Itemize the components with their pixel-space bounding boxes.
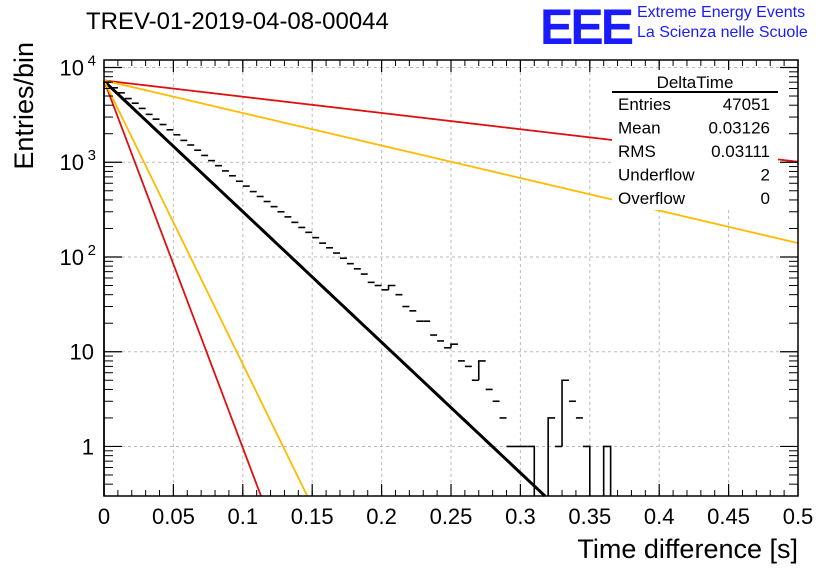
envelope-curve: [103, 80, 262, 497]
y-tick-label: 10: [70, 340, 94, 365]
stats-title: DeltaTime: [657, 73, 734, 92]
histogram-bin: [387, 284, 396, 290]
stats-label: Entries: [618, 95, 671, 114]
histogram-bin: [547, 417, 556, 496]
x-tick-label: 0.35: [568, 504, 611, 529]
x-tick-label: 0.5: [783, 504, 814, 529]
histogram-bin: [450, 343, 458, 348]
histogram-bin: [582, 445, 591, 496]
axis-ticks: [103, 60, 799, 497]
y-axis-title: Entries/bin: [9, 42, 39, 170]
y-tick-label: 10: [60, 245, 84, 270]
stats-value: 0: [761, 189, 770, 208]
y-tick-label: 10: [60, 56, 84, 81]
stats-label: Underflow: [618, 166, 695, 185]
x-tick-label: 0.05: [152, 504, 195, 529]
y-tick-exponent: 3: [88, 147, 96, 164]
eee-logo: EEE: [540, 0, 634, 55]
x-tick-label: 0.15: [291, 504, 334, 529]
histogram-bin: [561, 379, 569, 447]
x-tick-label: 0.3: [505, 504, 536, 529]
stats-label: Mean: [618, 119, 661, 138]
axis-labels: 0 0.05 0.1 0.15 0.2 0.25 0.3 0.35 0.4 0.45 0.5 1 10 1…: [9, 42, 813, 564]
histogram-bin: [103, 81, 111, 496]
y-tick-label: 10: [60, 150, 84, 175]
stats-value: 0.03126: [709, 119, 770, 138]
plot-title: TREV-01-2019-04-08-00044: [86, 8, 389, 35]
y-tick-exponent: 4: [88, 53, 96, 70]
logo-line-2: La Scienza nelle Scuole: [637, 24, 808, 41]
stats-box-bg: [612, 70, 778, 210]
envelope-curve: [103, 79, 799, 244]
histogram-bin: [602, 445, 612, 496]
x-tick-label: 0.1: [228, 504, 259, 529]
x-axis-title: Time difference [s]: [577, 534, 798, 564]
y-tick-exponent: 2: [88, 242, 96, 259]
histogram-bin: [477, 360, 486, 381]
x-tick-label: 0: [98, 504, 110, 529]
stats-label: RMS: [618, 142, 656, 161]
x-tick-label: 0.25: [430, 504, 473, 529]
x-tick-label: 0.45: [707, 504, 750, 529]
y-tick-label: 1: [82, 434, 94, 459]
histogram: [103, 81, 612, 496]
logo-line-1: Extreme Energy Events: [637, 4, 806, 21]
x-tick-label: 0.4: [644, 504, 675, 529]
stats-box: DeltaTime Entries 47051 Mean 0.03126 RMS 0.031…: [612, 70, 778, 210]
histogram-bin: [527, 445, 536, 496]
stats-label: Overflow: [618, 189, 686, 208]
fit-curve: [102, 79, 547, 498]
stats-value: 2: [761, 166, 770, 185]
stats-value: 0.03111: [711, 142, 770, 161]
envelope-curve: [103, 80, 309, 497]
x-tick-label: 0.2: [366, 504, 397, 529]
stats-value: 47051: [723, 95, 770, 114]
